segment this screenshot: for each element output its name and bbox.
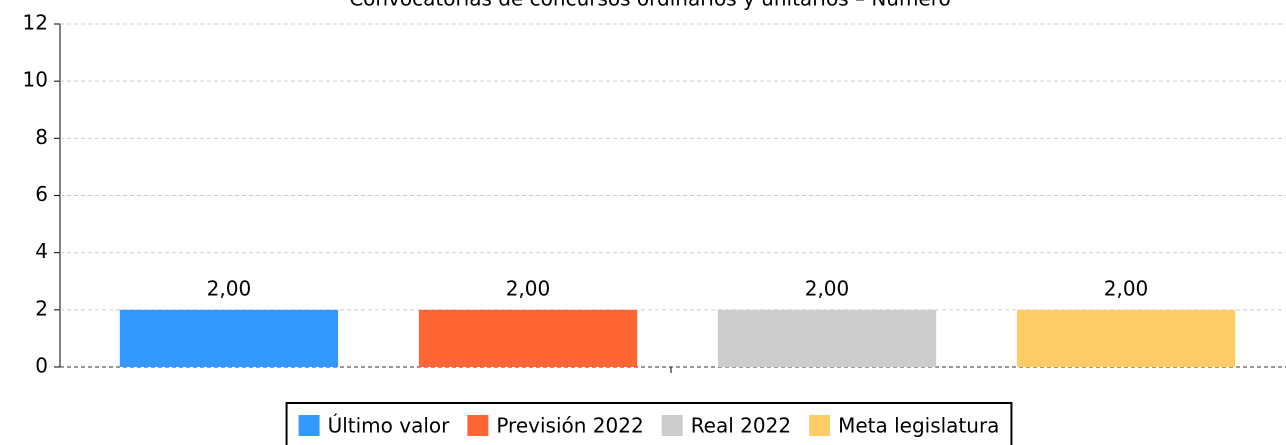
legend-label: Real 2022 — [691, 414, 791, 438]
bar — [418, 309, 638, 367]
legend-label: Último valor — [328, 414, 451, 438]
bar — [119, 309, 339, 367]
legend-swatch — [467, 415, 489, 436]
legend-label: Previsión 2022 — [496, 414, 643, 438]
bar — [717, 309, 937, 367]
y-tick-label: 6 — [35, 182, 48, 206]
legend-swatch — [809, 415, 831, 436]
y-tick-label: 4 — [35, 239, 48, 263]
y-tick-label: 8 — [35, 125, 48, 149]
legend-box — [285, 402, 1013, 445]
y-tick-label: 10 — [23, 68, 48, 92]
value-label: 2,00 — [1104, 276, 1149, 300]
value-label: 2,00 — [805, 276, 850, 300]
legend-label: Meta legislatura — [838, 414, 999, 438]
bar — [1016, 309, 1236, 367]
value-label: 2,00 — [506, 276, 551, 300]
legend-swatch — [661, 415, 683, 436]
value-label: 2,00 — [207, 276, 252, 300]
legend-swatch — [298, 415, 320, 436]
chart-title: Convocatorias de concursos ordinarios y … — [349, 0, 951, 11]
y-tick-label: 0 — [35, 354, 48, 378]
y-tick-label: 2 — [35, 296, 48, 320]
y-tick-label: 12 — [23, 11, 48, 35]
